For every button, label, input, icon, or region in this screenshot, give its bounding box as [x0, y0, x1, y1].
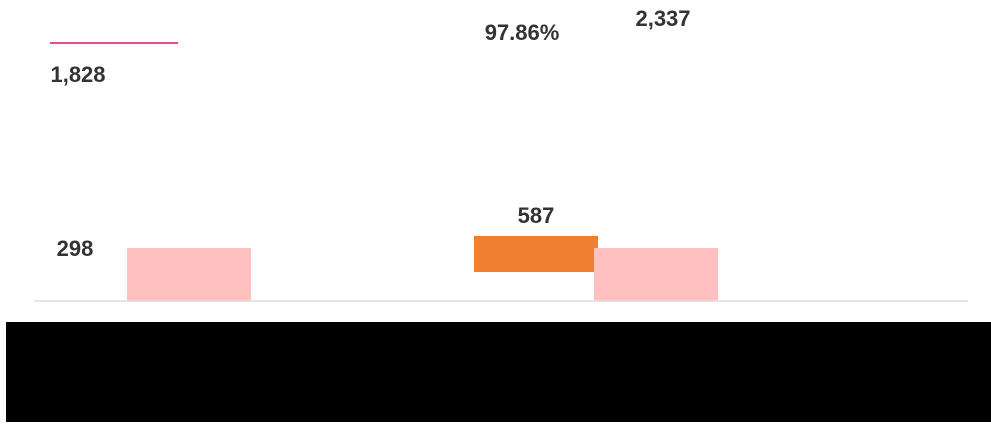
percent-annotation: 97.86% [485, 20, 560, 45]
labels-layer: 298 1,828 587 2,337 97.86% [50, 6, 691, 261]
bar-1 [127, 248, 251, 301]
data-label-2: 1,828 [50, 62, 105, 87]
bars-layer [127, 236, 718, 301]
bar-4 [594, 248, 718, 301]
redacted-region [6, 322, 991, 422]
data-label-3: 587 [518, 203, 555, 228]
data-label-4: 2,337 [635, 6, 690, 31]
bar-3 [474, 236, 598, 272]
bar-2 [283, 248, 407, 301]
data-label-1: 298 [57, 236, 94, 261]
